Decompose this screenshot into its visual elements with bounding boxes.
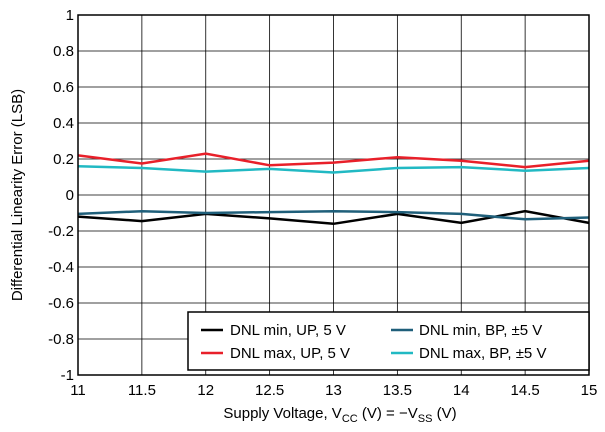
x-axis-label-end: (V) (432, 405, 456, 422)
x-tick-label: 13.5 (383, 382, 412, 399)
y-tick-label: 0.8 (53, 43, 74, 60)
y-tick-label: 0 (66, 187, 74, 204)
series-line-1 (77, 152, 590, 169)
plot-frame (77, 14, 590, 376)
y-tick-label: -0.4 (48, 259, 74, 276)
x-tick-label: 12 (197, 382, 214, 399)
x-axis-label-mid: (V) = −V (358, 405, 418, 422)
grid (77, 14, 590, 376)
x-tick-label: 14.5 (511, 382, 540, 399)
legend-label-dnl-min-up: DNL min, UP, 5 V (230, 322, 346, 339)
legend: DNL min, UP, 5 V DNL max, UP, 5 V DNL mi… (187, 311, 590, 371)
series-line-2 (77, 209, 590, 221)
y-tick-label: -0.2 (48, 223, 74, 240)
x-tick-label: 12.5 (255, 382, 284, 399)
legend-label-dnl-min-bp: DNL min, BP, ±5 V (419, 322, 542, 339)
y-tick-label: -0.8 (48, 331, 74, 348)
y-tick-label: 0.2 (53, 151, 74, 168)
x-tick-label: 15 (581, 382, 598, 399)
y-tick-label: -1 (61, 367, 74, 384)
series-line-0 (77, 209, 590, 226)
x-tick-label: 11.5 (128, 382, 156, 399)
series-lines (77, 152, 590, 226)
y-tick-label: 1 (66, 7, 74, 24)
y-tick-label: -0.6 (48, 295, 74, 312)
x-axis-label: Supply Voltage, VCC (V) = −VSS (V) (223, 405, 456, 425)
legend-label-dnl-max-bp: DNL max, BP, ±5 V (419, 345, 546, 362)
x-axis-label-sub-cc: CC (342, 413, 358, 425)
x-tick-label: 13 (325, 382, 342, 399)
y-axis-label: Differential Linearity Error (LSB) (9, 89, 26, 301)
x-axis-label-sub-ss: SS (418, 413, 433, 425)
x-tick-label: 11 (70, 382, 86, 399)
y-tick-labels: 1 0.8 0.6 0.4 0.2 0 -0.2 -0.4 -0.6 -0.8 -1 (48, 7, 74, 384)
x-axis-label-main: Supply Voltage, V (223, 405, 341, 422)
series-line-3 (77, 164, 590, 174)
x-tick-label: 14 (453, 382, 470, 399)
x-tick-labels: 11 11.5 12 12.5 13 13.5 14 14.5 15 (70, 382, 597, 399)
y-tick-label: 0.6 (53, 79, 74, 96)
y-tick-label: 0.4 (53, 115, 74, 132)
legend-box (187, 311, 590, 371)
legend-label-dnl-max-up: DNL max, UP, 5 V (230, 345, 350, 362)
